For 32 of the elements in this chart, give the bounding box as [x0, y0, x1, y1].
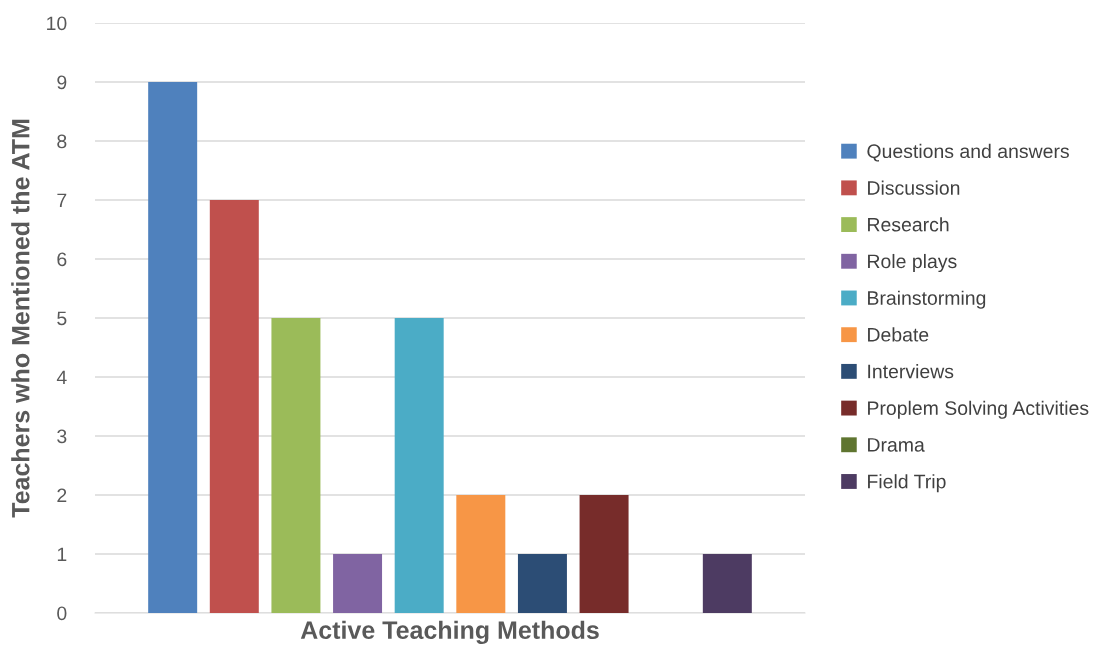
x-axis-title: Active Teaching Methods — [300, 620, 599, 645]
y-tick-label: 5 — [57, 311, 67, 326]
legend-label: Discussion — [868, 180, 960, 195]
y-tick-label: 10 — [47, 16, 67, 31]
legend-label: Proplem Solving Activities — [868, 400, 1089, 419]
y-tick-label: 7 — [57, 193, 67, 208]
legend-label: Debate — [868, 327, 929, 342]
bar — [579, 495, 629, 613]
y-tick-label: 9 — [57, 75, 67, 90]
bar — [209, 200, 259, 613]
bar — [333, 554, 383, 613]
legend-label: Role plays — [868, 253, 957, 273]
y-tick-label: 2 — [57, 488, 67, 503]
y-tick-label: 0 — [57, 606, 67, 621]
y-tick-label: 6 — [57, 252, 67, 267]
bar — [517, 554, 567, 613]
y-tick-label: 8 — [57, 134, 67, 149]
bar — [394, 318, 444, 613]
bar — [702, 554, 752, 613]
bar — [271, 318, 321, 613]
bar — [148, 82, 198, 613]
legend-label: Brainstorming — [868, 290, 986, 309]
bar — [456, 495, 506, 613]
legend-label: Research — [868, 217, 949, 232]
y-tick-label: 4 — [56, 370, 67, 385]
legend-label: Interviews — [868, 364, 954, 379]
y-axis-title: Teachers who Mentioned the ATM — [11, 119, 30, 518]
y-tick-label: 3 — [57, 429, 67, 444]
y-tick-label: 1 — [57, 547, 67, 562]
legend-label: Field Trip — [868, 474, 946, 493]
legend-label: Drama — [868, 438, 925, 452]
legend-label: Questions and answers — [867, 143, 1069, 162]
